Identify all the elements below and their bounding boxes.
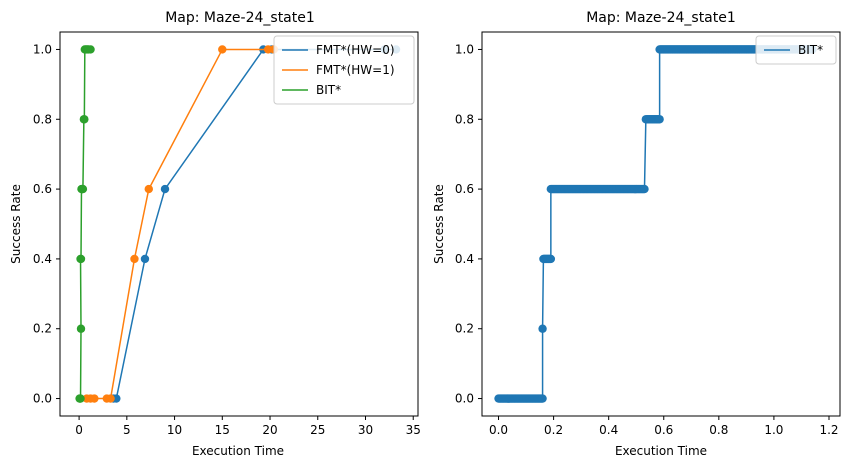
- left-data-point: [80, 115, 89, 124]
- right-series: [494, 45, 817, 403]
- left-y-tick-label: 0.8: [33, 112, 52, 126]
- right-x-tick-label: 0.0: [489, 423, 508, 437]
- right-data-point: [655, 115, 664, 124]
- left-data-point: [76, 254, 86, 264]
- left-y-tick-label: 0.6: [33, 182, 52, 196]
- right-legend-box: [755, 35, 837, 65]
- right-x-tick-label: 0.8: [709, 423, 728, 437]
- left-x-tick-label: 0: [75, 423, 83, 437]
- left-x-tick-label: 35: [406, 423, 421, 437]
- left-data-point: [130, 254, 139, 264]
- right-y-tick-label: 0.6: [455, 182, 474, 196]
- left-y-tick-label: 1.0: [33, 42, 52, 56]
- left-data-point: [86, 45, 95, 54]
- left-series-line-1: [86, 48, 274, 400]
- right-x-tick-label: 0.6: [654, 423, 673, 437]
- left-data-point: [160, 184, 170, 194]
- right-ticks: 0.0 0.2 0.4 0.6 0.8 1.0 1.2 0.0 0.2 0.4 0.6 0.8 1.0: [455, 42, 839, 437]
- right-y-tick-label: 0.0: [455, 392, 474, 406]
- left-data-point: [140, 254, 150, 264]
- right-data-point: [546, 254, 556, 264]
- left-y-axis-label: Success Rate: [9, 184, 23, 264]
- left-y-tick-label: 0.4: [33, 252, 52, 266]
- right-x-tick-label: 1.0: [764, 423, 783, 437]
- right-data-point: [538, 394, 547, 403]
- left-legend-label: BIT*: [316, 83, 341, 97]
- right-data-point: [538, 324, 547, 333]
- right-y-tick-label: 0.4: [455, 252, 474, 266]
- right-plot-title: Map: Maze-24_state1: [586, 10, 736, 26]
- left-data-point: [144, 184, 153, 194]
- left-data-point: [218, 45, 227, 54]
- right-plot: Map: Maze-24_state1 Execution Time Succe…: [432, 10, 841, 458]
- left-data-point: [76, 324, 86, 333]
- right-x-axis-label: Execution Time: [615, 444, 707, 458]
- right-y-tick-label: 0.8: [455, 112, 474, 126]
- right-x-tick-label: 1.2: [819, 423, 838, 437]
- left-data-point: [78, 184, 88, 194]
- left-legend: FMT*(HW=0) FMT*(HW=1) BIT*: [273, 35, 415, 105]
- left-ticks: 0 5 10 15 20 25 30 35 0.0 0.2 0.4 0.6 0.8 1.0: [33, 42, 421, 437]
- left-x-tick-label: 15: [215, 423, 230, 437]
- left-x-tick-label: 20: [262, 423, 277, 437]
- left-data-point: [90, 394, 99, 403]
- left-series-line-2: [79, 48, 91, 400]
- right-y-axis-label: Success Rate: [432, 184, 446, 264]
- left-series: [75, 45, 401, 403]
- right-y-tick-label: 0.2: [455, 322, 474, 336]
- left-x-tick-label: 30: [358, 423, 373, 437]
- left-legend-label: FMT*(HW=1): [316, 63, 395, 77]
- right-x-tick-label: 0.4: [599, 423, 618, 437]
- left-x-tick-label: 10: [167, 423, 182, 437]
- left-x-axis-label: Execution Time: [192, 444, 284, 458]
- left-data-point: [106, 394, 115, 403]
- left-plot: Map: Maze-24_state1 Execution Time Succe…: [9, 10, 421, 458]
- right-plot-frame: [481, 31, 841, 417]
- right-legend-label: BIT*: [798, 43, 823, 57]
- right-series-line-0: [498, 48, 813, 400]
- right-y-tick-label: 1.0: [455, 42, 474, 56]
- right-legend: BIT*: [755, 35, 837, 65]
- left-legend-box: [273, 35, 415, 105]
- left-x-tick-label: 5: [123, 423, 131, 437]
- left-data-point: [76, 394, 85, 403]
- right-data-point: [640, 184, 649, 194]
- right-x-tick-label: 0.2: [544, 423, 563, 437]
- left-x-tick-label: 25: [310, 423, 325, 437]
- left-plot-title: Map: Maze-24_state1: [165, 10, 315, 26]
- left-y-tick-label: 0.2: [33, 322, 52, 336]
- left-y-tick-label: 0.0: [33, 392, 52, 406]
- left-plot-frame: [59, 31, 419, 417]
- left-legend-label: FMT*(HW=0): [316, 43, 395, 57]
